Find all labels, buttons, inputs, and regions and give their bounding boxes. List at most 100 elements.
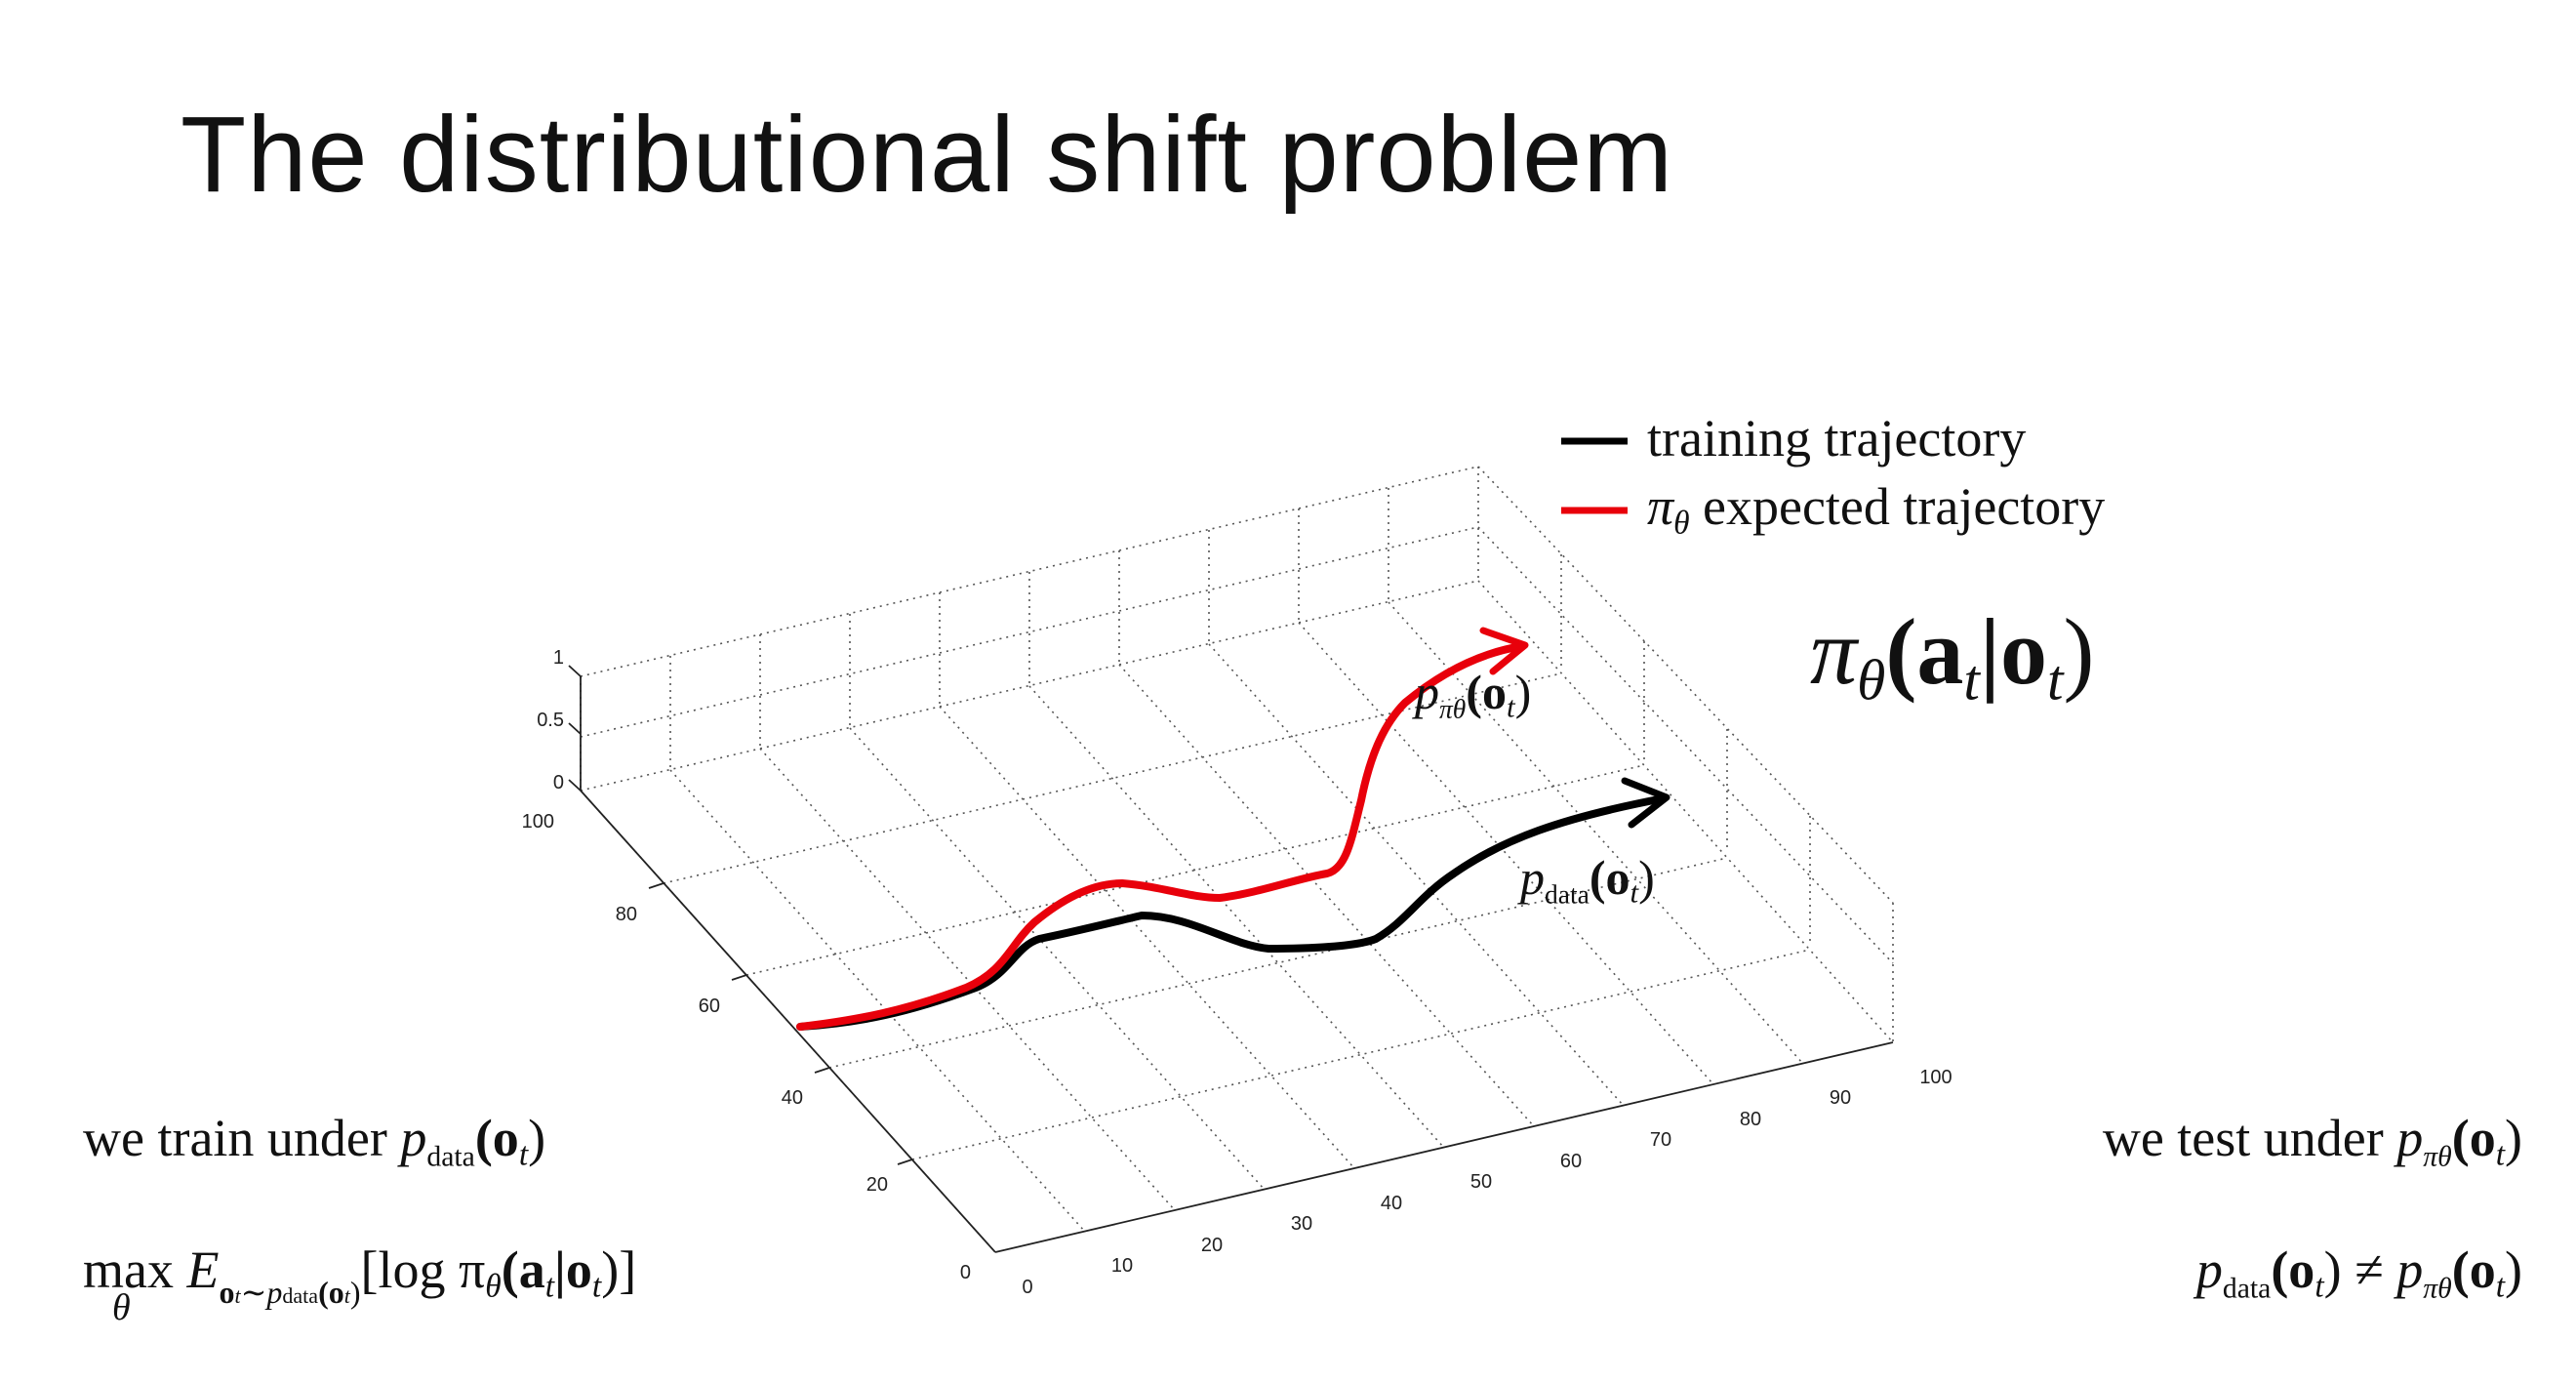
z-tick-label: 0 [553,772,564,793]
objective-subscript: ot∼pdata(ot) [219,1275,360,1310]
neq-arg2: (o [2451,1240,2496,1299]
objective-sub-arg-t: t [343,1283,350,1308]
red-label-sub: πθ [1439,693,1467,724]
policy-theta: θ [1857,647,1886,712]
y-tick-label: 100 [522,811,554,833]
objective-body: [log π [360,1240,486,1299]
neq-t2: t [2495,1268,2506,1305]
policy-action: (a [1885,599,1964,704]
x-tick-label: 100 [1919,1067,1952,1088]
train-sub: data [426,1141,475,1173]
objective-body-args: (a [501,1240,545,1299]
objective-sub-o: o [219,1275,235,1310]
objective-body-bar: |o [554,1240,592,1299]
z-tick-label: 1 [553,647,564,669]
plot-axes [568,665,1894,1253]
x-tick-label: 70 [1650,1129,1671,1151]
objective-body-t1: t [544,1268,555,1305]
objective-max: max θ [83,1240,174,1328]
objective-body-theta: θ [485,1268,502,1305]
inequality-statement: pdata(ot) ≠ pπθ(ot) [2196,1240,2522,1305]
test-arg: (o [2451,1109,2496,1167]
y-tick-label: 0 [960,1262,971,1283]
y-tick-label: 20 [866,1174,888,1196]
red-curve-label: pπθ(ot) [1415,664,1531,725]
slide-title: The distributional shift problem [181,95,1673,215]
objective-body-t2: t [591,1268,602,1305]
train-close: ) [528,1109,546,1167]
x-tick-label: 10 [1111,1255,1133,1277]
policy-t2: t [2047,647,2064,712]
y-tick-label: 40 [782,1087,803,1109]
legend-label-expected: expected trajectory [1703,477,2106,536]
objective-sub-data: data [282,1283,319,1308]
policy-pi: π [1810,599,1858,704]
x-tick-label: 60 [1560,1151,1582,1172]
black-curve-label: pdata(ot) [1520,849,1655,911]
neq-p2: p [2396,1240,2424,1299]
neq-sub2: πθ [2423,1273,2452,1305]
objective-expectation: E [186,1240,220,1299]
neq-symbol: ≠ [2341,1240,2397,1299]
z-tick-label: 0.5 [537,710,564,731]
test-statement: we test under pπθ(ot) [2103,1108,2522,1173]
x-tick-label: 90 [1830,1087,1851,1109]
objective-formula: max θ Eot∼pdata(ot)[log πθ(at|ot)] [83,1240,637,1328]
objective-body-close: )] [601,1240,637,1299]
test-t: t [2495,1136,2506,1173]
policy-t1: t [1963,647,1980,712]
legend-label-training: training trajectory [1647,409,2027,467]
black-label-sub: data [1545,878,1590,910]
policy-formula: πθ(at|ot) [1810,597,2095,714]
train-t: t [518,1136,529,1173]
train-statement: we train under pdata(ot) [83,1108,545,1173]
legend-item-expected: πθ expected trajectory [1647,476,2105,542]
plot-grid [580,466,1894,1253]
expected-trajectory-arrowhead [1479,627,1529,675]
x-tick-label: 20 [1201,1235,1223,1256]
legend-pi-symbol: π [1647,477,1674,536]
objective-sub-rest: ∼p [240,1275,283,1310]
x-tick-label: 50 [1470,1171,1492,1193]
legend-theta-sub: θ [1673,505,1690,542]
neq-sub1: data [2222,1273,2272,1305]
training-trajectory-curve [796,794,1668,1031]
black-label-close: ) [1638,850,1655,905]
train-arg: (o [474,1109,519,1167]
objective-sub-arg: (o [318,1275,344,1310]
black-label-arg: (o [1589,850,1630,905]
red-label-t: t [1506,689,1515,724]
neq-close1: ) [2323,1240,2342,1299]
y-tick-label: 60 [699,996,720,1017]
test-p: p [2396,1109,2424,1167]
test-close: ) [2505,1109,2522,1167]
black-label-t: t [1630,874,1639,910]
x-tick-label: 30 [1291,1213,1312,1235]
neq-t1: t [2314,1268,2324,1305]
train-p: p [400,1109,427,1167]
red-label-p: p [1415,665,1439,719]
objective-max-text: max [83,1240,174,1299]
objective-sub-close: ) [349,1275,361,1310]
x-tick-label: 80 [1740,1109,1761,1130]
train-prefix: we train under [83,1109,401,1167]
neq-close2: ) [2505,1240,2522,1299]
y-tick-label: 80 [616,904,637,925]
training-trajectory-arrowhead [1621,777,1670,829]
objective-sub-t: t [234,1283,241,1308]
objective-max-theta: θ [112,1287,131,1328]
legend-item-training: training trajectory [1647,408,2026,468]
expected-trajectory-curve [796,642,1526,1031]
policy-obs: |o [1979,599,2047,704]
test-sub: πθ [2423,1141,2452,1173]
black-label-p: p [1520,850,1545,905]
x-tick-label: 40 [1381,1193,1402,1214]
policy-close: ) [2063,599,2095,704]
x-tick-label: 0 [1022,1277,1032,1298]
red-label-close: ) [1514,665,1532,719]
red-label-arg: (o [1466,665,1507,719]
neq-arg1: (o [2271,1240,2315,1299]
test-prefix: we test under [2102,1109,2397,1167]
